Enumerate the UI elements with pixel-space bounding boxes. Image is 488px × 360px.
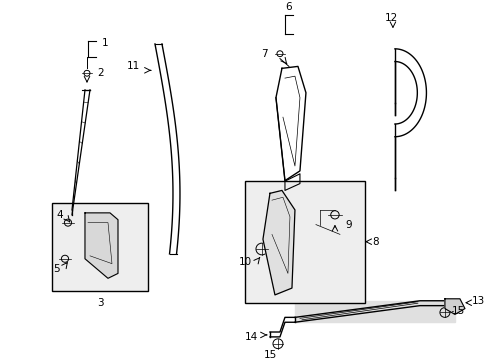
Text: 8: 8 [371, 237, 378, 247]
Bar [244, 181, 364, 303]
Text: 4: 4 [56, 210, 63, 220]
Polygon shape [263, 190, 294, 295]
Text: 3: 3 [97, 298, 103, 308]
Text: 9: 9 [344, 220, 351, 230]
Text: 12: 12 [384, 13, 397, 23]
Bar [52, 203, 148, 291]
Text: 11: 11 [126, 62, 140, 71]
Text: 10: 10 [238, 257, 251, 267]
Text: 7: 7 [261, 49, 267, 59]
Polygon shape [294, 301, 454, 322]
Polygon shape [85, 213, 118, 278]
Text: 15: 15 [451, 306, 464, 315]
Polygon shape [444, 299, 464, 314]
Text: 6: 6 [285, 2, 292, 12]
Text: 5: 5 [53, 264, 60, 274]
Text: 15: 15 [263, 350, 276, 360]
Text: 2: 2 [97, 68, 103, 78]
Text: 1: 1 [102, 38, 108, 48]
Text: 14: 14 [244, 332, 258, 342]
Text: 13: 13 [471, 296, 484, 306]
